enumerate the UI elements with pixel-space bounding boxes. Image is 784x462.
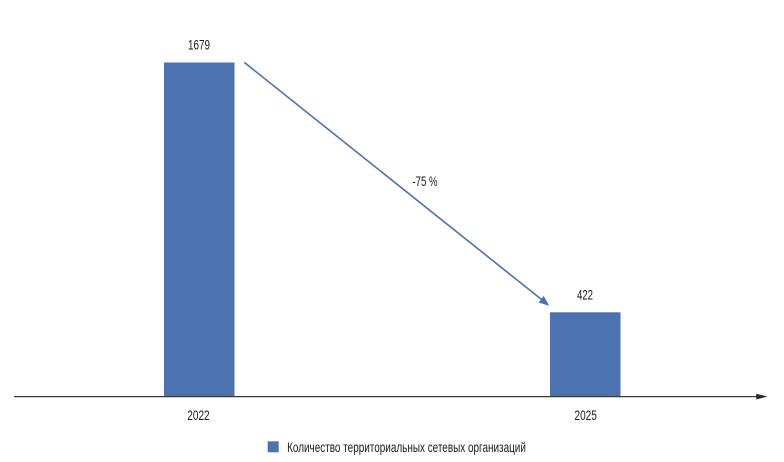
svg-text:-75 %: -75 % <box>413 174 438 189</box>
svg-text:Количество территориальных сет: Количество территориальных сетевых орган… <box>287 440 526 455</box>
svg-text:2022: 2022 <box>187 408 209 423</box>
svg-text:1679: 1679 <box>188 38 210 53</box>
svg-text:2025: 2025 <box>575 408 597 423</box>
svg-text:422: 422 <box>577 287 593 302</box>
